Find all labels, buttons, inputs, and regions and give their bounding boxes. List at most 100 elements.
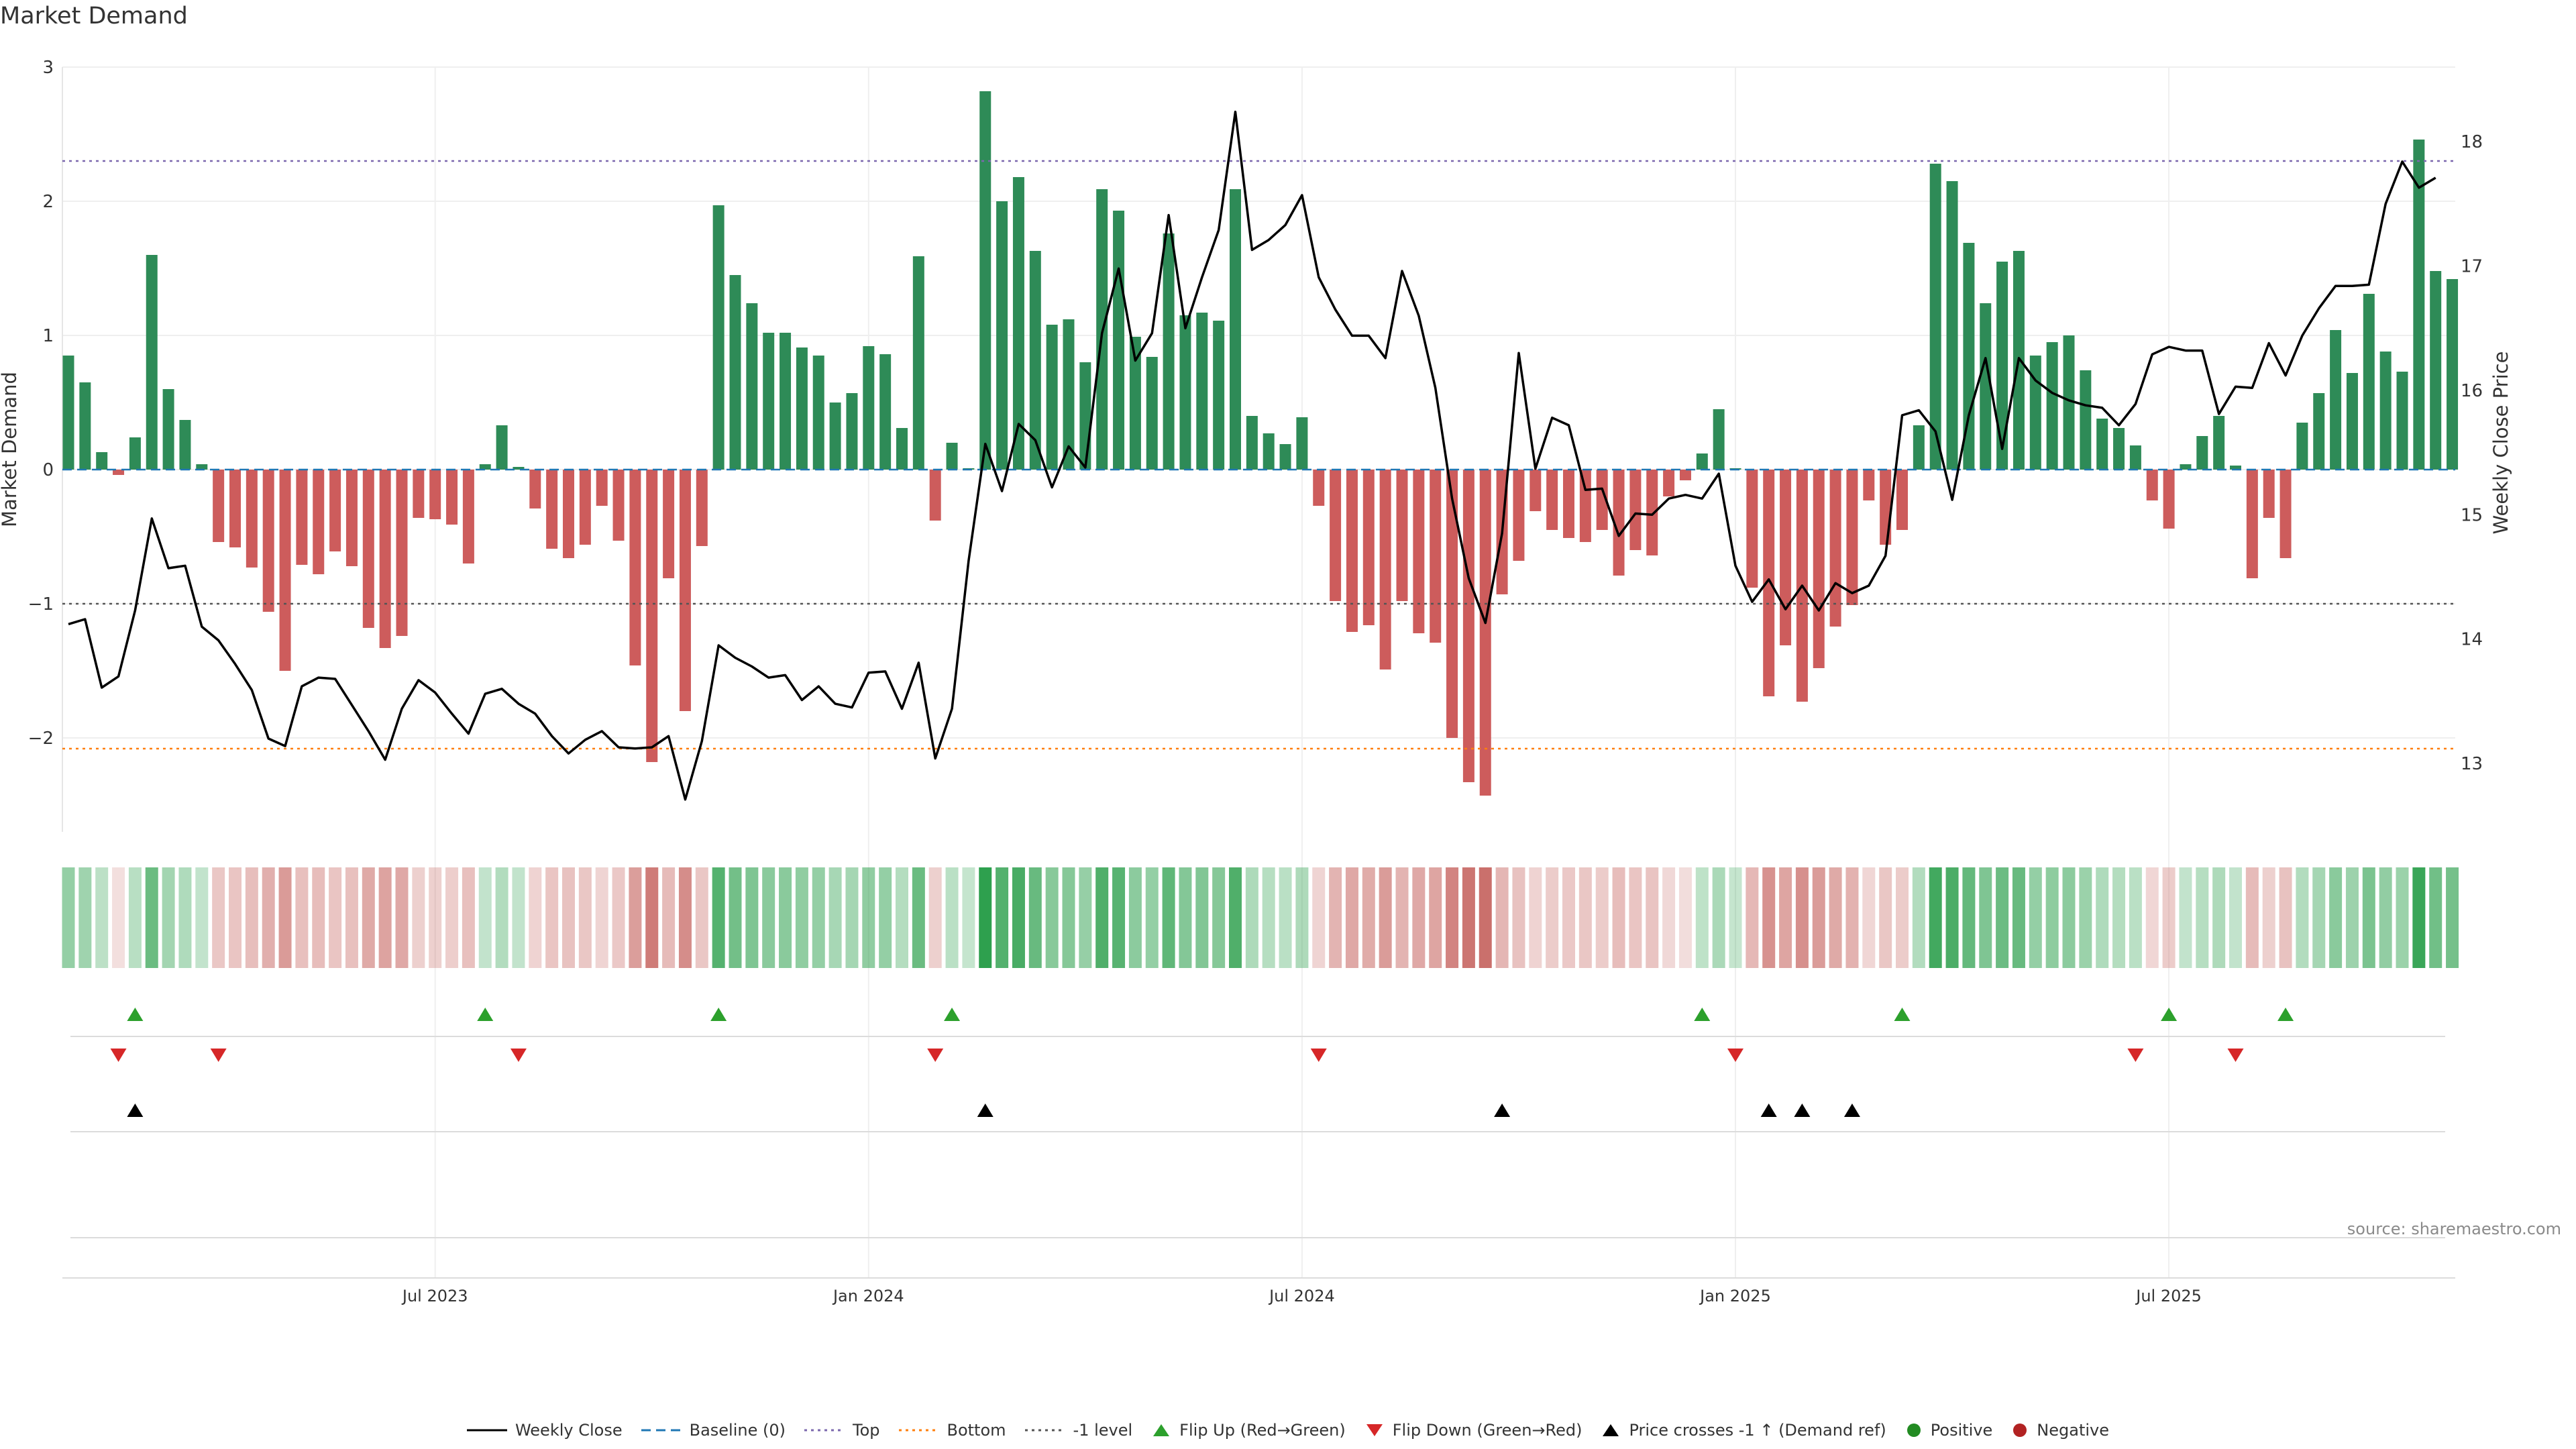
flip-down-marker — [927, 1049, 944, 1062]
demand-bar — [1213, 321, 1225, 470]
heat-cell — [312, 867, 325, 968]
legend-label: Flip Up (Red→Green) — [1179, 1421, 1346, 1440]
heat-cell — [1195, 867, 1209, 968]
legend-positive: Positive — [1905, 1421, 1992, 1440]
heat-cell — [478, 867, 492, 968]
heat-cell — [178, 867, 192, 968]
flip-down-marker — [1310, 1049, 1327, 1062]
heat-cell — [262, 867, 275, 968]
price-cross-marker — [1794, 1104, 1811, 1117]
demand-bar — [296, 470, 308, 565]
demand-bar — [79, 382, 91, 470]
heat-cell — [1412, 867, 1426, 968]
dot-icon — [1907, 1424, 1921, 1437]
heat-cell — [295, 867, 309, 968]
heat-cell — [896, 867, 908, 968]
heat-cell — [1229, 867, 1242, 968]
heat-cell — [1179, 867, 1192, 968]
triangle-up-icon — [1603, 1424, 1619, 1436]
demand-bar — [162, 389, 174, 470]
heat-cell — [1162, 867, 1175, 968]
demand-bar — [2246, 470, 2258, 578]
heat-cell — [1695, 867, 1709, 968]
legend-flip-down: Flip Down (Green→Red) — [1364, 1421, 1582, 1440]
legend-label: Flip Down (Green→Red) — [1392, 1421, 1582, 1440]
demand-bar — [229, 470, 241, 547]
heat-cell — [2296, 867, 2309, 968]
heat-cell — [1912, 867, 1925, 968]
demand-bar — [1313, 470, 1325, 506]
heat-cell — [1862, 867, 1876, 968]
demand-bar — [612, 470, 625, 541]
demand-bar — [1179, 315, 1191, 470]
heat-cell — [229, 867, 241, 968]
heat-cell — [1429, 867, 1442, 968]
heat-cell — [278, 867, 292, 968]
demand-bar — [1079, 362, 1091, 470]
demand-bar — [2263, 470, 2275, 518]
heat-cell — [78, 867, 92, 968]
demand-bar — [696, 470, 708, 546]
demand-bar — [2346, 373, 2358, 470]
heat-cell — [2396, 867, 2409, 968]
heat-cell — [529, 867, 542, 968]
price-cross-marker — [1843, 1104, 1860, 1117]
legend-weekly-close: Weekly Close — [466, 1421, 623, 1440]
heat-cell — [2312, 867, 2326, 968]
demand-bar — [1196, 313, 1208, 470]
heat-cell — [1646, 867, 1659, 968]
demand-bar — [1063, 319, 1075, 470]
demand-bar — [1613, 470, 1625, 576]
demand-bar — [1113, 211, 1125, 470]
legend-label: Baseline (0) — [689, 1421, 786, 1440]
heat-cell — [2212, 867, 2226, 968]
legend-price-cross: Price crosses -1 ↑ (Demand ref) — [1601, 1421, 1886, 1440]
demand-bar — [1696, 453, 1708, 470]
price-cross-marker — [977, 1104, 994, 1117]
heat-cell — [595, 867, 608, 968]
demand-bar — [1046, 325, 1058, 470]
demand-bar — [2313, 393, 2325, 470]
demand-bar — [2430, 271, 2442, 470]
demand-bar — [2330, 330, 2342, 470]
heat-cell — [1495, 867, 1509, 968]
heat-cell — [1578, 867, 1592, 968]
heat-cell — [1045, 867, 1059, 968]
demand-bar — [1230, 189, 1241, 470]
heat-cell — [1612, 867, 1625, 968]
demand-bar — [2046, 342, 2058, 470]
heat-cell — [2112, 867, 2126, 968]
heat-cell — [629, 867, 642, 968]
demand-bar — [1846, 470, 1858, 605]
heat-cell — [2196, 867, 2209, 968]
demand-bar — [1563, 470, 1574, 538]
heat-cell — [2062, 867, 2076, 968]
heat-cell — [928, 867, 942, 968]
heat-cell — [795, 867, 808, 968]
demand-bar — [329, 470, 341, 551]
heat-cell — [429, 867, 442, 968]
left-tick-label: 3 — [42, 58, 54, 78]
demand-bar — [912, 256, 924, 470]
left-tick-label: −1 — [28, 594, 54, 614]
dotted-line-swatch-icon — [898, 1429, 939, 1432]
demand-bar — [1462, 470, 1474, 782]
heat-cell — [745, 867, 759, 968]
demand-bar — [2096, 419, 2108, 470]
heat-cell — [2379, 867, 2392, 968]
x-tick-label: Jul 2024 — [1268, 1287, 1335, 1305]
heat-cell — [1395, 867, 1409, 968]
x-tick-label: Jan 2025 — [1699, 1287, 1771, 1305]
demand-bar — [1330, 470, 1342, 601]
right-tick-label: 18 — [2461, 132, 2483, 152]
heat-cell — [512, 867, 525, 968]
heat-cell — [1112, 867, 1126, 968]
demand-bar — [1479, 470, 1491, 796]
heat-cell — [2045, 867, 2059, 968]
heat-cell — [912, 867, 925, 968]
heat-cell — [812, 867, 825, 968]
left-tick-label: −2 — [28, 729, 54, 749]
triangle-down-icon — [1366, 1424, 1383, 1436]
heat-cell — [1446, 867, 1459, 968]
demand-bar — [579, 470, 591, 545]
